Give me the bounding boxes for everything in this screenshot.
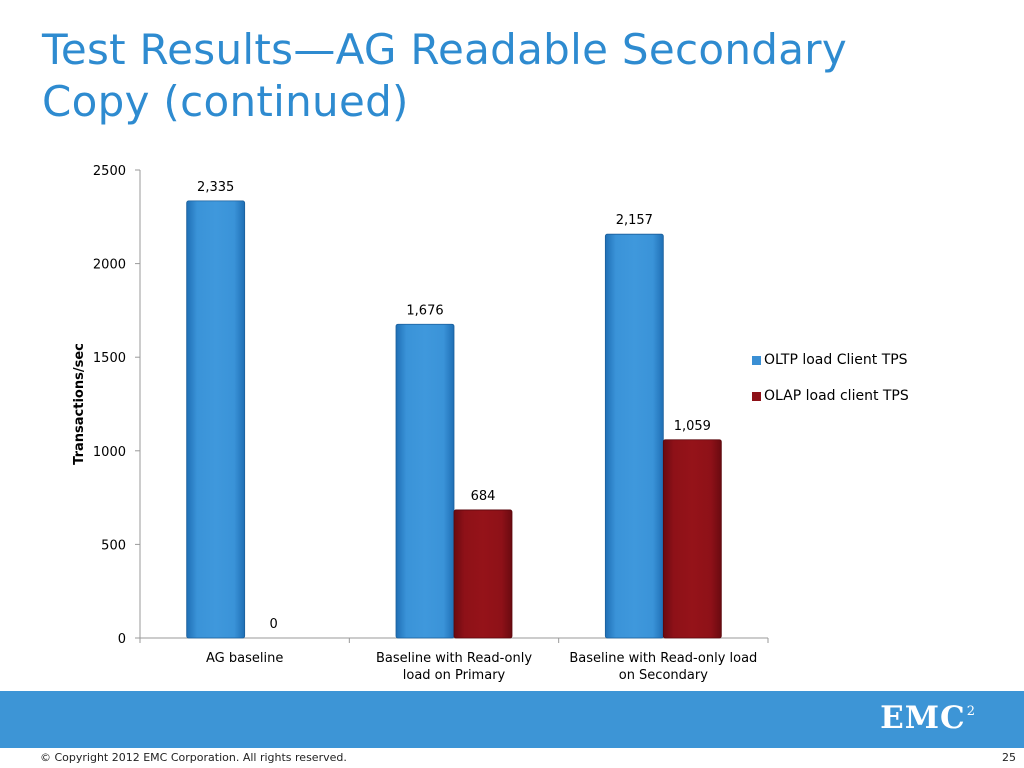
bar-chart: 0 500 1000 1500 2000 2500 Transactions/sec 2,33… [72, 164, 769, 683]
y-tick-label: 2500 [93, 164, 126, 179]
footer-band: EMC2 [0, 691, 1024, 748]
x-category-label: AG baseline [206, 651, 283, 666]
data-label: 684 [471, 489, 496, 504]
x-category-label: on Secondary [619, 668, 708, 683]
data-label: 0 [270, 617, 278, 632]
x-category-label: load on Primary [403, 668, 506, 683]
data-label: 2,157 [616, 213, 653, 228]
data-label: 2,335 [197, 180, 234, 195]
y-tick-label: 1000 [93, 445, 126, 460]
legend-item-oltp: OLTP load Client TPS [752, 350, 952, 370]
slide-title-line-2: Copy (continued) [42, 77, 409, 126]
y-tick-label: 1500 [93, 351, 126, 366]
y-axis-title: Transactions/sec [72, 343, 87, 465]
x-category-label: Baseline with Read-only load [569, 651, 757, 666]
chart-legend: OLTP load Client TPS OLAP load client TP… [752, 350, 952, 422]
legend-swatch-olap [752, 392, 761, 401]
data-label: 1,059 [674, 419, 711, 434]
page-number: 25 [1002, 751, 1016, 764]
copyright-notice: © Copyright 2012 EMC Corporation. All ri… [40, 751, 347, 764]
slide-title: Test Results—AG Readable Secondary Copy … [42, 24, 982, 128]
bar-olap-1 [453, 509, 513, 639]
legend-label-olap: OLAP load client TPS [764, 388, 909, 404]
emc-logo: EMC2 [880, 700, 976, 736]
logo-text: EMC [880, 700, 966, 736]
x-category-label: Baseline with Read-only [376, 651, 532, 666]
y-tick-label: 500 [101, 538, 126, 553]
y-tick-label: 2000 [93, 258, 126, 273]
legend-swatch-oltp [752, 356, 761, 365]
bar-oltp-1 [395, 323, 455, 639]
slide-title-line-1: Test Results—AG Readable Secondary [42, 25, 848, 74]
bar-oltp-0 [186, 200, 246, 639]
data-label: 1,676 [406, 303, 443, 318]
y-tick-label: 0 [118, 632, 126, 647]
bar-oltp-2 [604, 233, 664, 639]
legend-label-oltp: OLTP load Client TPS [764, 352, 908, 368]
logo-superscript: 2 [966, 703, 976, 719]
bar-olap-2 [662, 439, 722, 639]
legend-item-olap: OLAP load client TPS [752, 386, 952, 406]
